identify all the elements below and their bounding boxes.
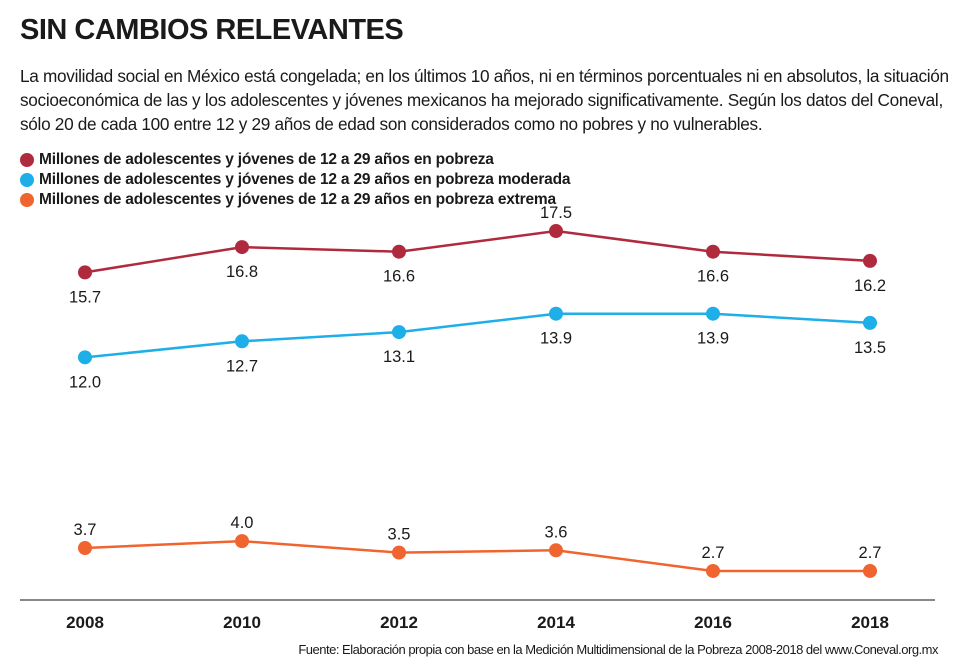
legend-label: Millones de adolescentes y jóvenes de 12… [39,171,571,188]
data-point [78,265,92,280]
x-tick-label: 2010 [223,613,261,632]
data-label: 16.6 [697,268,729,286]
chart-title: SIN CAMBIOS RELEVANTES [20,14,404,46]
data-label: 13.9 [697,330,729,348]
data-label: 16.2 [854,277,886,295]
intro-text: La movilidad social en México está conge… [20,66,949,134]
data-point [78,350,92,365]
data-label: 2.7 [859,544,882,562]
data-label: 3.6 [545,523,568,541]
data-label: 16.8 [226,263,258,281]
data-point [235,240,249,255]
data-label: 2.7 [702,544,725,562]
legend-item: Millones de adolescentes y jóvenes de 12… [20,150,570,170]
data-point [706,306,720,321]
legend-item: Millones de adolescentes y jóvenes de 12… [20,190,570,210]
legend: Millones de adolescentes y jóvenes de 12… [20,150,570,210]
legend-dot-icon [20,193,34,207]
data-point [863,563,877,578]
data-point [235,534,249,549]
x-tick-label: 2016 [694,613,732,632]
data-point [78,541,92,556]
data-point [706,244,720,259]
legend-label: Millones de adolescentes y jóvenes de 12… [39,151,494,168]
data-label: 12.0 [69,373,101,391]
x-tick-label: 2008 [66,613,104,632]
x-tick-label: 2014 [537,613,575,632]
data-label: 13.5 [854,339,886,357]
series-line [84,539,870,573]
data-point [863,253,877,268]
data-label: 3.7 [74,521,97,539]
data-point [549,224,563,239]
series-line [84,312,871,359]
data-label: 4.0 [231,514,254,532]
data-label: 13.1 [383,348,415,366]
data-label: 15.7 [69,288,101,306]
series-line [84,229,871,274]
legend-dot-icon [20,153,34,167]
data-point [392,244,406,259]
data-point [706,563,720,578]
x-tick-label: 2018 [851,613,889,632]
x-tick-label: 2012 [380,613,418,632]
data-point [392,325,406,340]
data-point [235,334,249,349]
data-label: 3.5 [388,526,411,544]
legend-label: Millones de adolescentes y jóvenes de 12… [39,191,556,208]
data-point [863,315,877,330]
data-label: 17.5 [540,204,572,222]
data-label: 12.7 [226,357,258,375]
data-label: 16.6 [383,268,415,286]
data-label: 13.9 [540,330,572,348]
data-point [392,545,406,560]
legend-dot-icon [20,173,34,187]
source-note: Fuente: Elaboración propia con base en l… [298,642,938,657]
data-point [549,306,563,321]
data-point [549,543,563,558]
legend-item: Millones de adolescentes y jóvenes de 12… [20,170,570,190]
